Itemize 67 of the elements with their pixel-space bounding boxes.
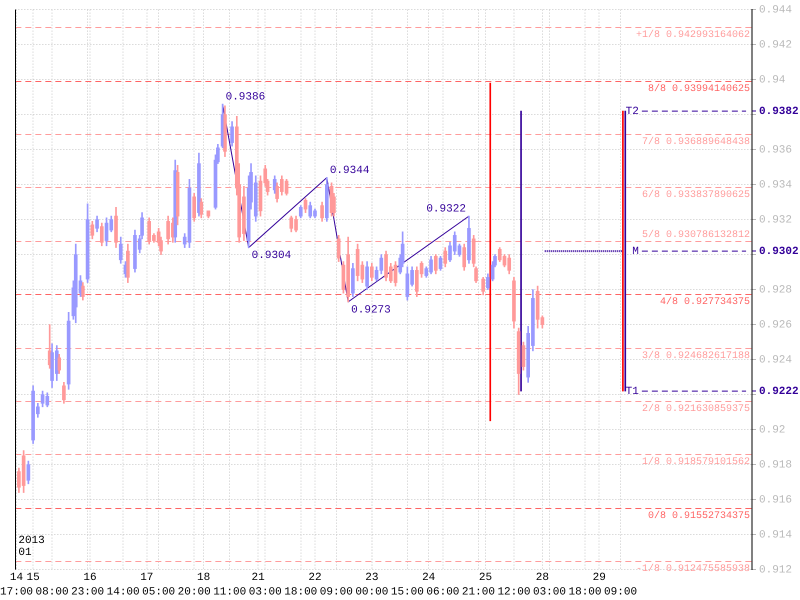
data-label: 0.9304 — [252, 250, 292, 262]
y-tick-label: 0.934 — [759, 180, 792, 192]
x-tick-label: 08:00 — [36, 586, 69, 598]
x-tick-label: 24 — [422, 572, 436, 584]
x-tick-label: 18:00 — [284, 586, 318, 598]
x-tick-label: 03:00 — [248, 586, 282, 598]
ref-line-label: 4/8 0.927734375 — [660, 296, 750, 308]
y-tick-label: 0.932 — [759, 214, 792, 227]
x-tick-label: 11:00 — [213, 586, 246, 598]
data-label: 0.9322 — [426, 204, 466, 216]
category-label: 23 00:00 — [355, 572, 388, 598]
y-tick-label: 0.9302 — [759, 246, 799, 258]
y-tick-label: 0.94 — [759, 74, 786, 87]
x-tick-label: 29 — [592, 572, 606, 584]
x-tick-label: 06:00 — [426, 586, 460, 598]
ref-line-label: +1/8 0.942993164062 — [636, 29, 750, 42]
ref-line-label: 3/8 0.924682617188 — [642, 350, 750, 362]
y-tick-label: 0.92 — [759, 424, 786, 437]
y-tick-label: 0.9222 — [759, 386, 799, 398]
x-tick-label: 15 — [26, 572, 40, 584]
x-tick-label: 22 — [308, 572, 322, 584]
x-tick-label: 14:00 — [106, 586, 140, 598]
x-tick-label: 25 — [478, 572, 492, 584]
y-tick-label: 0.918 — [759, 460, 792, 472]
y-tick-label: 0.936 — [759, 144, 792, 157]
x-tick-label: 15:00 — [390, 586, 424, 598]
x-tick-label: 23:00 — [71, 586, 104, 598]
x-tick-label: 03:00 — [532, 586, 566, 598]
x-tick-label: 09:00 — [604, 586, 638, 598]
x-tick-label: 17 — [140, 572, 154, 584]
y-tick-label: 0.9382 — [759, 106, 799, 118]
ref-line-label: 0/8 0.91552734375 — [648, 510, 750, 522]
data-label: 0.9273 — [351, 304, 391, 316]
y-tick-label: 0.926 — [759, 320, 792, 332]
ref-line-label: 5/8 0.930786132812 — [642, 229, 750, 242]
ref-line-label: 6/8 0.933837890625 — [642, 189, 750, 202]
series-label: T2 — [626, 106, 639, 118]
data-label: 0.9386 — [226, 92, 266, 104]
x-tick-label: 21:00 — [462, 586, 495, 598]
data-label: 0.9344 — [330, 165, 370, 178]
ref-line-label: 1/8 0.918579101562 — [642, 456, 750, 468]
x-tick-label: 28 — [536, 572, 549, 584]
x-tick-label: 05:00 — [142, 586, 176, 598]
x-tick-label: 16 — [83, 572, 97, 584]
series-label: T1 — [626, 386, 640, 398]
annotation: 2013 — [18, 535, 45, 548]
y-tick-label: 0.928 — [759, 284, 792, 297]
x-tick-label: 09:00 — [320, 586, 353, 598]
x-tick-label: 17:00 — [0, 586, 34, 598]
x-tick-label: 18 — [197, 572, 210, 584]
ref-line-label: 7/8 0.936889648438 — [642, 136, 750, 148]
ref-line-label: -1/8 0.912475585938 — [636, 563, 750, 576]
y-tick-label: 0.914 — [759, 530, 792, 542]
ref-line-label: 8/8 0.93994140625 — [648, 83, 750, 96]
series-label: M — [632, 246, 639, 258]
y-tick-label: 0.924 — [759, 354, 792, 367]
y-tick-label: 0.912 — [759, 564, 792, 577]
annotation: 01 — [18, 547, 32, 560]
text: 14 — [10, 572, 24, 584]
x-tick-label: 20:00 — [178, 586, 211, 598]
y-tick-label: 0.916 — [759, 494, 792, 507]
x-tick-label: 18:00 — [568, 586, 602, 598]
y-tick-label: 0.944 — [759, 4, 792, 17]
x-tick-label: 12:00 — [497, 586, 530, 598]
x-tick-label: 21 — [252, 572, 266, 584]
ref-line-label: 2/8 0.921630859375 — [642, 403, 750, 416]
y-tick-label: 0.942 — [759, 40, 792, 52]
